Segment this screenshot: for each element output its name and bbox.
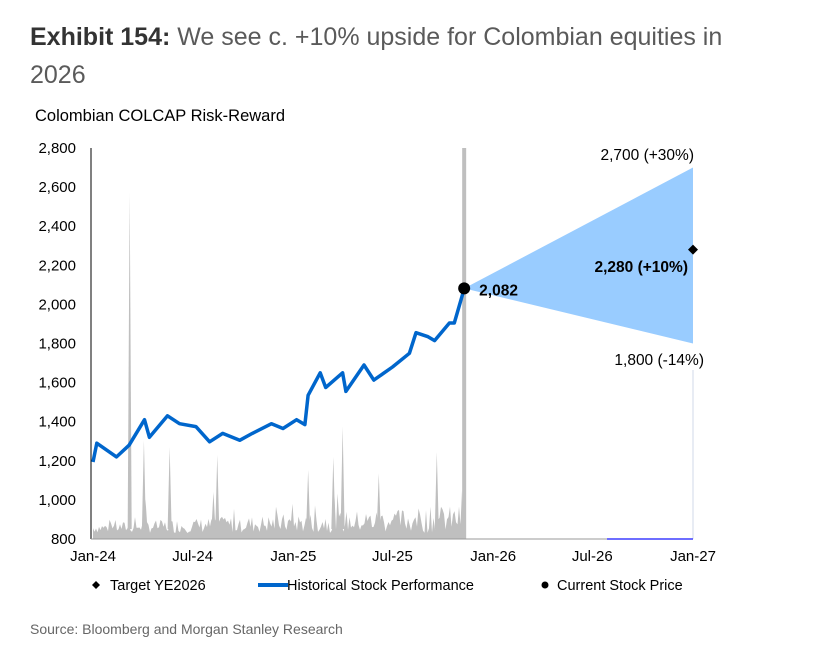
volume-spike — [141, 440, 146, 529]
y-tick-label: 1,600 — [38, 375, 76, 392]
bear-case-label: 1,800 (-14%) — [614, 352, 704, 369]
historical-price-line — [91, 287, 466, 463]
y-tick-label: 1,800 — [38, 336, 76, 353]
volume-spike — [127, 192, 132, 529]
y-tick-label: 2,600 — [38, 179, 76, 196]
base-case-label: 2,280 (+10%) — [595, 259, 689, 276]
exhibit-headline: We see c. +10% upside for Colombian equi… — [30, 23, 723, 89]
y-tick-label: 2,200 — [38, 257, 76, 274]
x-tick-label: Jan-25 — [270, 548, 316, 565]
x-tick-label: Jan-27 — [670, 548, 716, 565]
exhibit-number: Exhibit 154: — [30, 23, 171, 51]
axes: 800 1,000 1,200 1,400 1,600 1,800 2,000 2,200 2,… — [38, 140, 715, 565]
source-note: Source: Bloomberg and Morgan Stanley Res… — [30, 621, 343, 637]
volume-area — [93, 192, 465, 539]
volume-spike — [434, 452, 439, 529]
volume-spike — [331, 456, 336, 529]
current-price-label: 2,082 — [479, 282, 518, 299]
x-tick-label: Jul-25 — [372, 548, 413, 565]
y-tick-label: 1,000 — [38, 492, 76, 509]
y-tick-label: 1,200 — [38, 453, 76, 470]
legend: Target YE2026 Historical Stock Performanc… — [92, 578, 683, 594]
chart-marks — [91, 167, 698, 463]
x-tick-label: Jul-26 — [572, 548, 613, 565]
y-tick-label: 2,800 — [38, 140, 76, 157]
volume-baseline — [93, 490, 465, 539]
legend-target: Target YE2026 — [110, 578, 206, 594]
volume-spike — [211, 492, 216, 529]
volume-spike — [306, 469, 311, 529]
volume-spike — [167, 447, 172, 529]
chart-title: Colombian COLCAP Risk-Reward — [35, 107, 286, 125]
volume-spike — [340, 426, 345, 529]
bull-case-label: 2,700 (+30%) — [601, 147, 695, 164]
volume-spike — [215, 454, 220, 529]
x-tick-label: Jul-24 — [172, 548, 213, 565]
y-tick-label: 800 — [51, 531, 76, 548]
legend-current: Current Stock Price — [557, 578, 683, 594]
x-tick-label: Jan-24 — [70, 548, 116, 565]
current-date-bar — [462, 148, 467, 539]
current-price-marker — [458, 282, 471, 295]
volume-spike — [376, 473, 381, 529]
legend-history: Historical Stock Performance — [287, 578, 474, 594]
y-tick-label: 1,400 — [38, 414, 76, 431]
exhibit-title: Exhibit 154: We see c. +10% upside for C… — [30, 18, 750, 94]
target-diamond — [688, 244, 698, 255]
chart-labels: 2,082 2,700 (+30%) 2,280 (+10%) 1,800 (-14%… — [479, 147, 704, 369]
risk-reward-cone — [464, 167, 693, 344]
y-tick-label: 2,000 — [38, 296, 76, 313]
x-tick-label: Jan-26 — [470, 548, 516, 565]
y-tick-label: 2,400 — [38, 218, 76, 235]
legend-circle-icon — [541, 581, 549, 589]
legend-diamond-icon — [92, 581, 100, 589]
